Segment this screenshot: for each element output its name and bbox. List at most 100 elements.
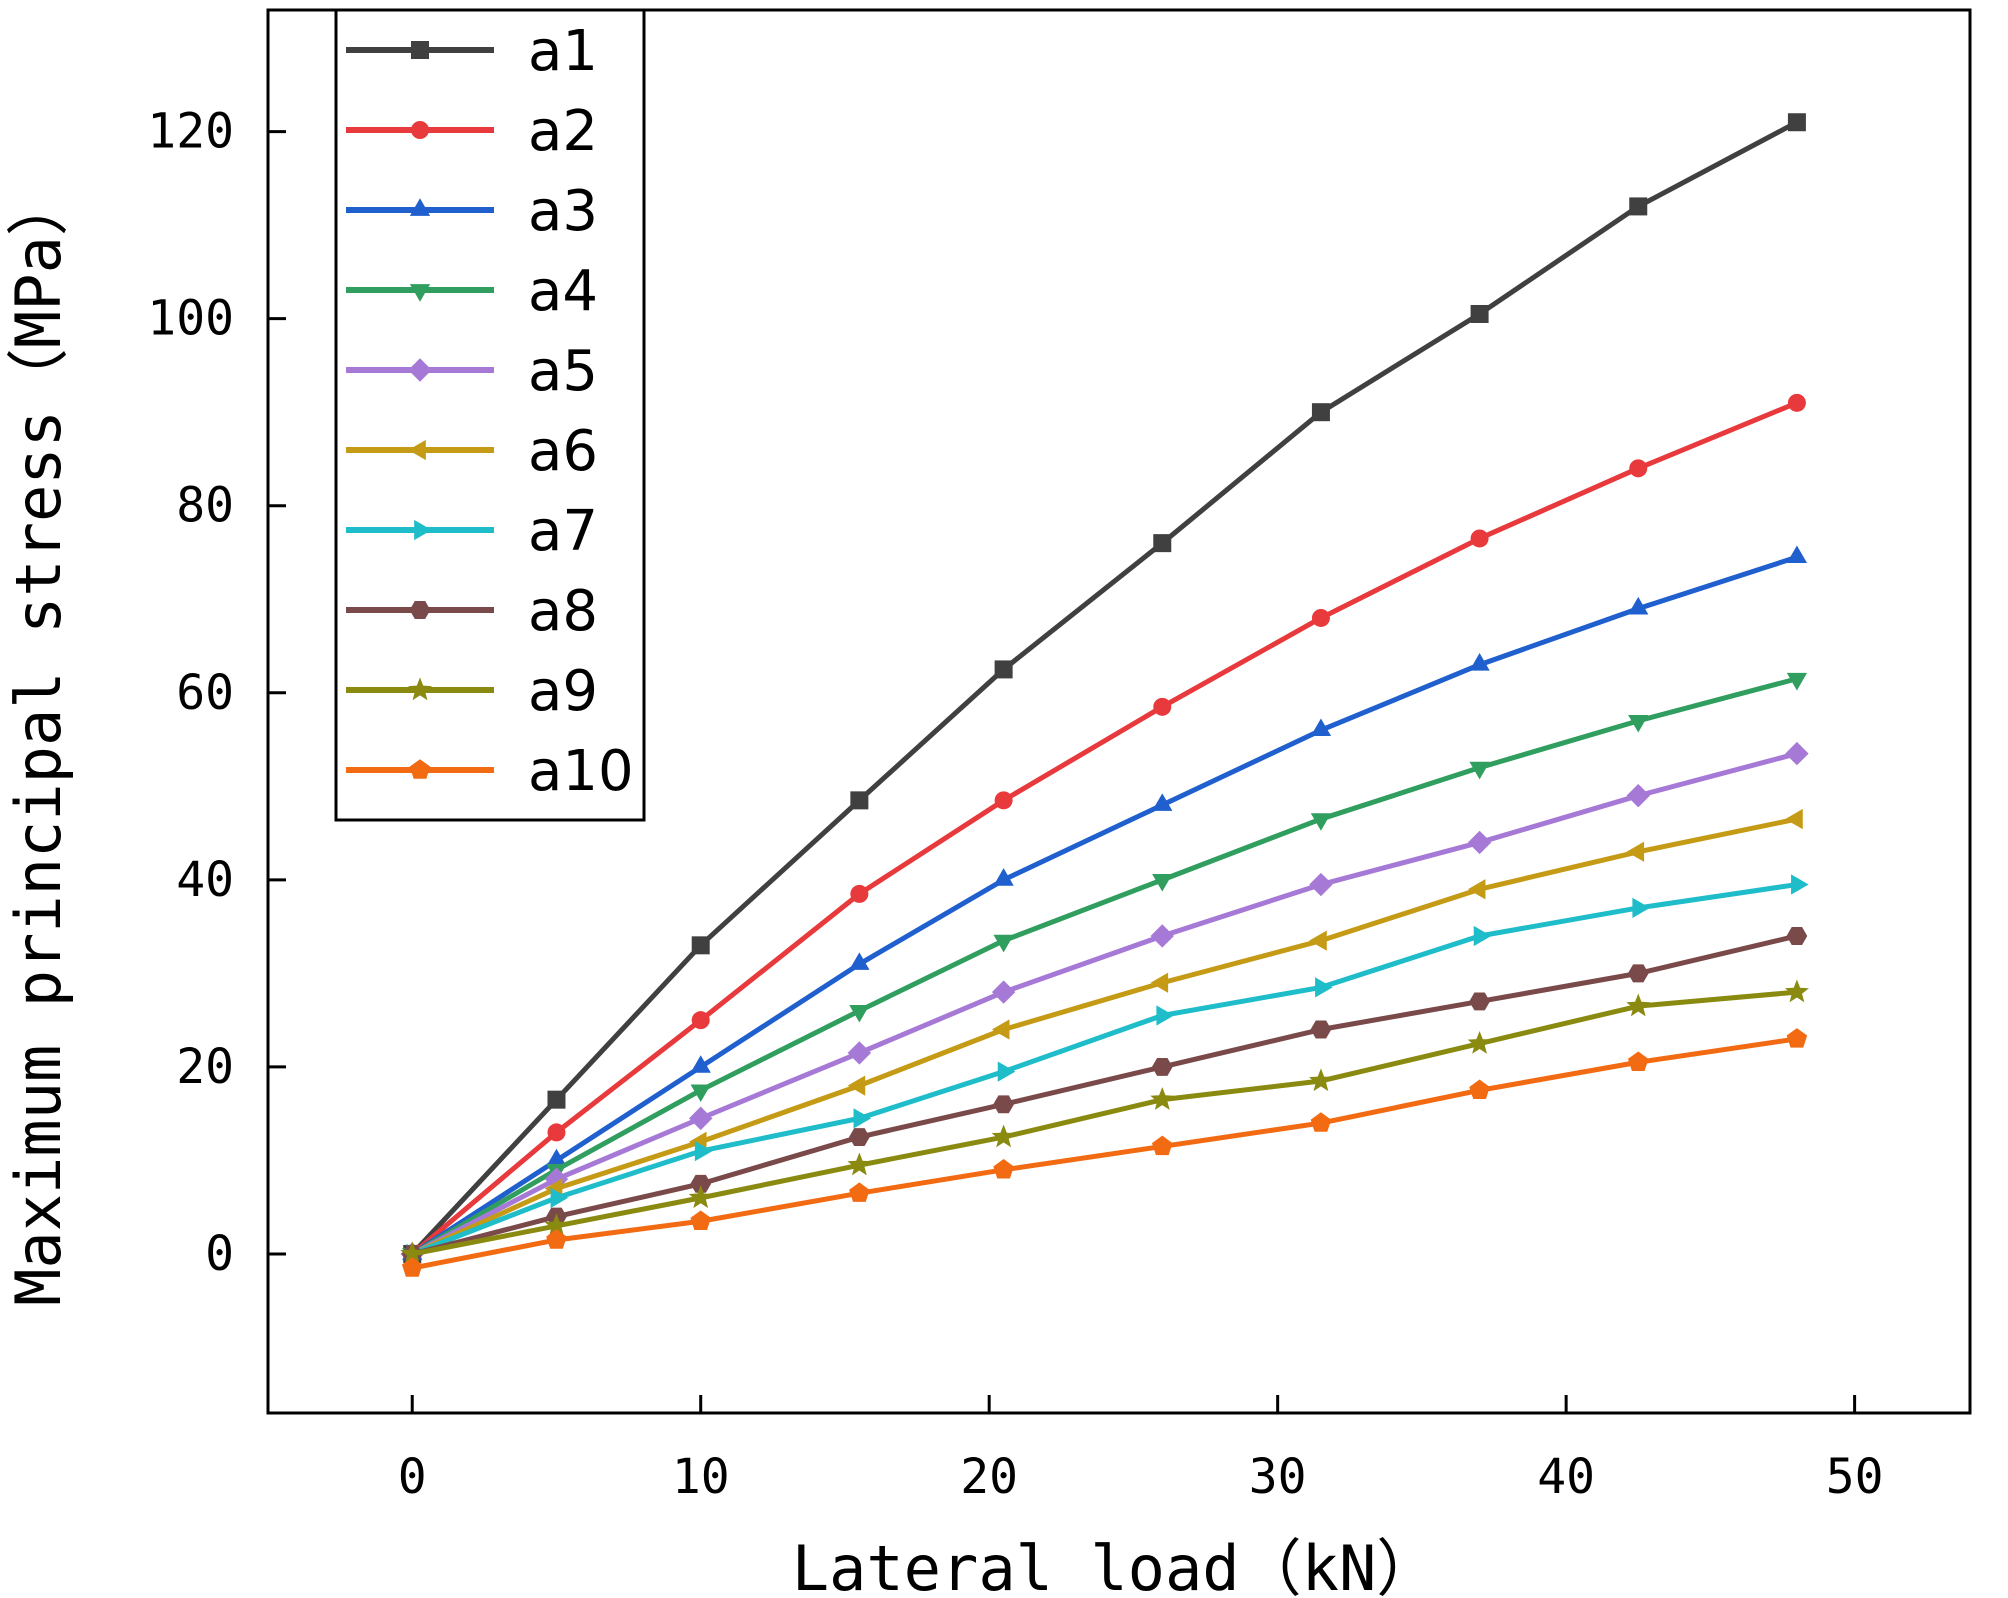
legend-item-a3: a3 bbox=[346, 179, 598, 244]
data-point-a7-1 bbox=[550, 1187, 569, 1209]
data-point-a1-3 bbox=[850, 791, 869, 810]
data-point-a5-5 bbox=[1150, 924, 1174, 948]
data-point-a8-2 bbox=[690, 1174, 712, 1193]
legend-marker bbox=[408, 358, 432, 382]
legend-item-a6: a6 bbox=[346, 419, 598, 484]
legend-item-a4: a4 bbox=[346, 259, 598, 324]
data-point-a3-3 bbox=[849, 952, 870, 970]
x-axis: 0 10 20 30 40 50 bbox=[398, 1395, 1884, 1505]
x-axis-label: Lateral load（kN） bbox=[792, 1532, 1439, 1598]
x-tick-label: 20 bbox=[960, 1449, 1018, 1505]
legend-label: a7 bbox=[528, 499, 598, 564]
legend-label: a3 bbox=[528, 179, 598, 244]
y-axis-label: Maximum principal stress（MPa） bbox=[2, 174, 75, 1306]
data-point-a5-7 bbox=[1467, 830, 1492, 855]
legend-marker bbox=[409, 601, 431, 619]
data-point-a2-7 bbox=[1470, 529, 1489, 548]
data-point-a1-7 bbox=[1470, 304, 1489, 323]
data-point-a2-9 bbox=[1787, 393, 1806, 412]
legend: a1 a2 a3 a4 a5 a6 a7 a8 a9 a10 bbox=[334, 8, 646, 822]
series-line-a7 bbox=[411, 882, 1798, 1257]
data-point-a6-3 bbox=[847, 1075, 866, 1096]
data-point-a4-5 bbox=[1152, 874, 1173, 892]
legend-marker bbox=[409, 198, 431, 216]
data-point-a1-1 bbox=[547, 1090, 566, 1109]
legend-label: a8 bbox=[528, 579, 598, 644]
data-point-a4-7 bbox=[1469, 761, 1490, 780]
data-point-a9-1 bbox=[544, 1213, 569, 1237]
data-point-a7-3 bbox=[853, 1108, 872, 1129]
legend-item-a10: a10 bbox=[346, 739, 634, 804]
legend-item-a9: a9 bbox=[346, 659, 598, 724]
series-a3 bbox=[402, 545, 1808, 1260]
data-point-a3-6 bbox=[1310, 718, 1332, 737]
data-point-a7-6 bbox=[1315, 977, 1333, 998]
x-tick-label: 0 bbox=[398, 1449, 427, 1505]
legend-label: a2 bbox=[528, 99, 598, 164]
data-point-a5-4 bbox=[991, 980, 1016, 1004]
data-point-a1-5 bbox=[1153, 534, 1172, 553]
series-line-a3 bbox=[410, 554, 1798, 1257]
legend-marker bbox=[411, 41, 429, 59]
series-line-a6 bbox=[411, 816, 1798, 1257]
data-point-a7-2 bbox=[694, 1140, 713, 1162]
legend-marker bbox=[408, 677, 432, 701]
data-point-a2-5 bbox=[1153, 697, 1172, 716]
data-point-a8-7 bbox=[1469, 992, 1490, 1011]
data-point-a8-4 bbox=[993, 1095, 1014, 1114]
legend-marker bbox=[409, 284, 431, 302]
y-tick-label: 60 bbox=[176, 665, 234, 721]
x-tick-label: 30 bbox=[1249, 1449, 1307, 1505]
data-point-a9-9 bbox=[1784, 979, 1809, 1003]
data-point-a5-8 bbox=[1626, 783, 1650, 808]
legend-marker bbox=[408, 439, 426, 461]
data-point-a10-5 bbox=[1151, 1135, 1173, 1156]
legend-label: a4 bbox=[528, 259, 598, 324]
data-point-a9-0 bbox=[400, 1241, 425, 1265]
data-point-a10-7 bbox=[1469, 1079, 1490, 1100]
legend-item-a5: a5 bbox=[346, 339, 598, 404]
y-axis: 0 20 40 60 80 100 120 bbox=[147, 104, 286, 1282]
data-point-a9-7 bbox=[1467, 1030, 1492, 1054]
x-tick-label: 40 bbox=[1537, 1449, 1595, 1505]
y-tick-label: 40 bbox=[176, 852, 234, 908]
data-point-a8-6 bbox=[1310, 1020, 1332, 1039]
legend-box bbox=[334, 8, 646, 822]
data-point-a7-8 bbox=[1632, 897, 1650, 919]
legend-marker bbox=[414, 519, 432, 541]
data-point-a9-3 bbox=[847, 1152, 872, 1176]
data-point-a2-6 bbox=[1311, 608, 1330, 627]
data-point-a3-8 bbox=[1628, 596, 1649, 615]
series-line-a5 bbox=[411, 751, 1798, 1257]
x-tick-label: 10 bbox=[672, 1449, 730, 1505]
data-point-a4-3 bbox=[849, 1004, 870, 1023]
data-point-a10-3 bbox=[849, 1182, 870, 1202]
data-point-a5-9 bbox=[1785, 741, 1809, 766]
data-point-a6-6 bbox=[1309, 930, 1327, 951]
legend-label: a5 bbox=[528, 339, 598, 404]
y-tick-label: 120 bbox=[147, 104, 234, 160]
y-tick-label: 80 bbox=[176, 478, 234, 534]
data-point-a4-9 bbox=[1786, 672, 1808, 691]
legend-label: a10 bbox=[528, 739, 634, 804]
data-point-a3-1 bbox=[546, 1148, 567, 1167]
legend-marker bbox=[409, 759, 431, 779]
legend-label: a6 bbox=[528, 419, 598, 484]
data-point-a10-1 bbox=[546, 1229, 567, 1249]
data-point-a9-2 bbox=[688, 1185, 713, 1209]
data-point-a10-0 bbox=[401, 1257, 423, 1277]
legend-item-a7: a7 bbox=[346, 499, 598, 564]
data-point-a3-4 bbox=[993, 868, 1014, 886]
data-point-a8-9 bbox=[1786, 927, 1808, 945]
data-point-a5-3 bbox=[847, 1041, 872, 1065]
series-line-a9 bbox=[411, 989, 1798, 1257]
data-point-a9-4 bbox=[991, 1124, 1016, 1148]
data-point-a1-9 bbox=[1787, 113, 1806, 132]
data-point-a2-2 bbox=[691, 1011, 710, 1030]
series-line-a2 bbox=[410, 400, 1798, 1256]
data-point-a10-8 bbox=[1627, 1051, 1649, 1071]
data-point-a10-4 bbox=[993, 1159, 1014, 1179]
series-line-a1 bbox=[410, 120, 1799, 1256]
data-point-a7-9 bbox=[1791, 874, 1809, 895]
